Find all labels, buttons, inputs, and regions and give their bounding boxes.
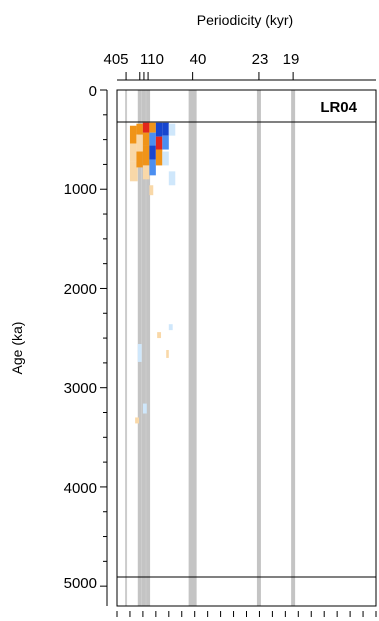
heatmap-cell (157, 332, 162, 339)
heatmap-cell (168, 123, 176, 136)
plot-frame (116, 89, 377, 607)
heatmap-cell (142, 122, 150, 133)
band-40 (188, 90, 197, 606)
heatmap-cell (155, 136, 163, 150)
heatmap-cell (136, 151, 143, 168)
heatmap-cell (129, 125, 137, 144)
band-110c (146, 90, 151, 606)
heatmap-cell (142, 132, 150, 146)
band-23 (256, 90, 261, 606)
heatmap-cell (149, 132, 156, 146)
heatmap-cell (136, 134, 143, 152)
heatmap-cell (136, 123, 143, 135)
heatmap-cell (129, 143, 137, 162)
heatmap-cell (166, 349, 169, 358)
y-tick-label: 3000 (64, 380, 97, 397)
heatmap-cell (142, 165, 150, 180)
heatmap-cell (162, 151, 169, 166)
heatmap-cell (149, 159, 156, 176)
heatmap-cell (162, 135, 169, 150)
y-axis-title: Age (ka) (9, 322, 25, 375)
heatmap-cell (142, 145, 150, 166)
y-tick-label: 5000 (64, 575, 97, 592)
heatmap-cell (168, 171, 176, 186)
band-110b (141, 90, 146, 606)
x-axis-tick-labels: 405 110 40 23 19 (103, 51, 299, 68)
heatmap-cell (155, 149, 163, 166)
x-axis-title: Periodicity (kyr) (197, 12, 293, 28)
heatmap-cell (149, 145, 156, 160)
heatmap-cell (137, 344, 142, 362)
heatmap-cell (149, 185, 154, 196)
heatmap-cell (129, 161, 138, 182)
heatmap-cells (129, 122, 176, 424)
top-axis-ticks (125, 72, 294, 80)
x-tick-label: 110 (140, 51, 164, 68)
y-axis-tick-labels: 0 1000 2000 3000 4000 5000 (64, 83, 97, 592)
heatmap-cell (142, 403, 147, 414)
y-tick-label: 4000 (64, 480, 97, 497)
heatmap-cell (155, 122, 163, 137)
heatmap-cell (149, 122, 156, 133)
heatmap-cell (168, 324, 173, 331)
y-axis-ticks (100, 89, 107, 587)
heatmap-cell (135, 417, 140, 424)
y-tick-label: 0 (89, 83, 97, 100)
x-tick-label: 40 (190, 51, 207, 68)
y-tick-label: 1000 (64, 181, 97, 198)
panel-label: LR04 (320, 99, 357, 116)
bottom-axis-ticks (116, 611, 377, 617)
y-tick-label: 2000 (64, 281, 97, 298)
x-tick-label: 23 (252, 51, 269, 68)
band-19 (291, 90, 296, 606)
x-tick-label: 405 (103, 51, 128, 68)
heatmap-cell (162, 122, 169, 136)
band-405 (125, 90, 128, 606)
x-tick-label: 19 (283, 51, 300, 68)
